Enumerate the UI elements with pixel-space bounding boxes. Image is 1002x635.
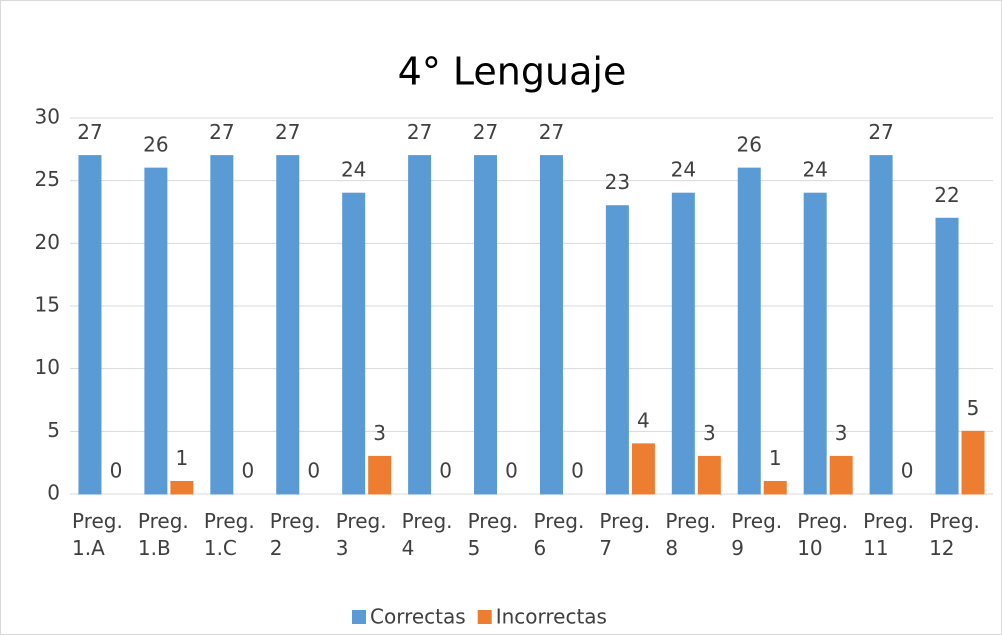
bar [605, 205, 629, 495]
value-label: 27 [77, 120, 102, 144]
y-tick-label: 0 [47, 481, 60, 505]
bar [763, 480, 787, 495]
bar [737, 167, 761, 495]
value-label: 26 [737, 133, 762, 157]
value-label: 27 [407, 120, 432, 144]
x-tick-label: Preg. 6 [534, 509, 591, 560]
x-tick-label: Preg. 7 [599, 509, 656, 560]
value-label: 27 [539, 120, 564, 144]
bar [78, 155, 102, 495]
value-label: 0 [439, 459, 452, 483]
value-label: 0 [241, 459, 254, 483]
bar [671, 192, 695, 495]
legend-label: Incorrectas [496, 605, 607, 629]
bar [474, 155, 498, 495]
x-tick-label: Preg. 5 [468, 509, 525, 560]
value-label: 4 [637, 408, 650, 432]
value-label: 24 [341, 158, 366, 182]
legend-swatch [352, 610, 366, 624]
bar [210, 155, 234, 495]
x-tick-label: Preg. 1.A [72, 509, 129, 560]
value-label: 23 [605, 170, 630, 194]
bar [803, 192, 827, 495]
bar [368, 455, 392, 495]
legend-label: Correctas [370, 605, 466, 629]
bar [144, 167, 168, 495]
legend-swatch [477, 610, 492, 624]
x-tick-label: Preg. 9 [731, 509, 788, 560]
y-tick-label: 5 [47, 418, 60, 442]
value-label: 3 [703, 421, 716, 445]
bar [539, 155, 563, 495]
bar [170, 480, 194, 495]
bar [961, 430, 985, 495]
value-label: 27 [275, 120, 300, 144]
value-label: 0 [307, 459, 320, 483]
y-tick-label: 30 [35, 105, 60, 129]
value-label: 1 [769, 446, 782, 470]
y-tick-label: 15 [35, 293, 60, 317]
x-tick-label: Preg. 1.B [138, 509, 195, 560]
x-tick-label: Preg. 8 [665, 509, 722, 560]
x-tick-label: Preg. 3 [336, 509, 393, 560]
value-label: 22 [934, 183, 959, 207]
bar [276, 155, 300, 495]
bar [408, 155, 432, 495]
chart-title: 4° Lenguaje [398, 50, 627, 94]
value-label: 27 [868, 120, 893, 144]
bar [631, 443, 655, 495]
value-label: 0 [110, 459, 123, 483]
value-label: 27 [473, 120, 498, 144]
value-label: 3 [373, 421, 386, 445]
x-tick-label: Preg. 10 [797, 509, 854, 560]
bar [697, 455, 721, 495]
value-label: 0 [571, 459, 584, 483]
value-label: 0 [901, 459, 914, 483]
x-tick-label: Preg. 1.C [204, 509, 261, 560]
value-label: 5 [967, 396, 980, 420]
x-tick-label: Preg. 2 [270, 509, 327, 560]
value-label: 24 [671, 158, 696, 182]
x-tick-label: Preg. 12 [929, 509, 986, 560]
x-tick-label: Preg. 11 [863, 509, 920, 560]
bar [342, 192, 366, 495]
y-tick-label: 10 [35, 355, 60, 379]
x-tick-label: Preg. 4 [402, 509, 459, 560]
bar [935, 217, 959, 495]
value-label: 0 [505, 459, 518, 483]
y-tick-label: 25 [35, 167, 60, 191]
value-label: 26 [143, 133, 168, 157]
bar [829, 455, 853, 495]
bar [869, 155, 893, 495]
value-label: 24 [802, 158, 827, 182]
y-tick-label: 20 [35, 230, 60, 254]
value-label: 27 [209, 120, 234, 144]
value-label: 1 [176, 446, 189, 470]
value-label: 3 [835, 421, 848, 445]
